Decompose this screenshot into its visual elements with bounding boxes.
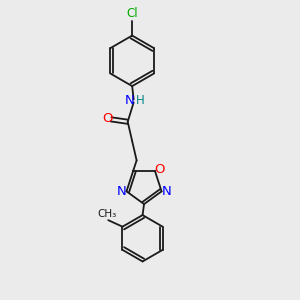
Text: H: H [136, 94, 145, 106]
Text: O: O [103, 112, 113, 125]
Text: CH₃: CH₃ [97, 209, 116, 219]
Text: O: O [154, 163, 165, 176]
Text: Cl: Cl [126, 7, 138, 20]
Text: N: N [116, 185, 126, 198]
Text: N: N [162, 185, 172, 198]
Text: N: N [124, 94, 134, 106]
